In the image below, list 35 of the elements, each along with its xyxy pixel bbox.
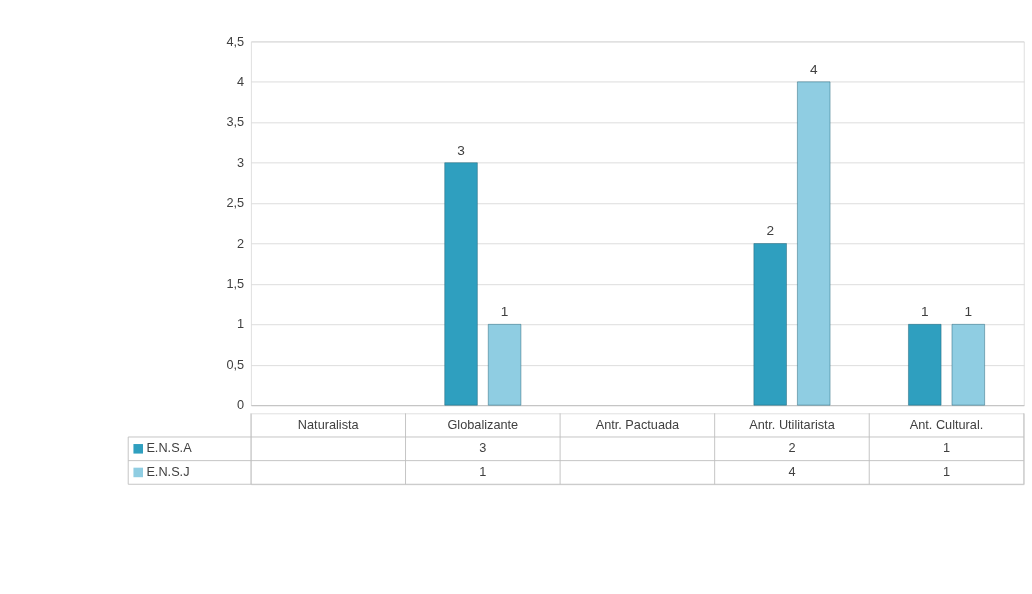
text: 1 [920, 304, 929, 320]
y-tick-label: 0,5 [226, 356, 245, 372]
text: 1 [500, 304, 509, 320]
bar [951, 324, 985, 406]
text: 1 [964, 304, 973, 320]
bar [908, 324, 942, 406]
data-label: 1 [479, 464, 487, 480]
y-tick-label: 3 [237, 154, 245, 170]
y-tick-label: 2,5 [226, 195, 245, 211]
data-label: 4 [788, 464, 796, 480]
data-label: 2 [788, 440, 796, 456]
y-tick-label: 3,5 [226, 114, 245, 130]
x-tick-label: Naturalista [297, 416, 360, 432]
legend-label: E.N.S.J [146, 464, 190, 480]
bar [444, 162, 478, 406]
data-label: 1 [942, 440, 951, 456]
y-tick-label: 1 [237, 316, 245, 332]
bar [753, 243, 787, 406]
data-label: 3 [479, 440, 487, 456]
legend-label: E.N.S.A [146, 440, 193, 456]
text: 2 [766, 223, 774, 239]
y-tick-label: 4,5 [226, 33, 245, 49]
bar [797, 81, 831, 406]
bar [488, 324, 522, 406]
y-tick-label: 0 [237, 397, 245, 413]
data-label: 1 [942, 464, 951, 480]
x-tick-label: Antr. Utilitarista [749, 416, 836, 432]
x-tick-label: Ant. Cultural. [909, 416, 984, 432]
y-tick-label: 1,5 [226, 276, 245, 292]
x-tick-label: Globalizante [447, 416, 519, 432]
y-tick-label: 4 [237, 73, 245, 89]
y-tick-label: 2 [237, 235, 245, 251]
text: 3 [457, 142, 465, 158]
text: 4 [809, 61, 818, 77]
x-tick-label: Antr. Pactuada [595, 416, 681, 432]
